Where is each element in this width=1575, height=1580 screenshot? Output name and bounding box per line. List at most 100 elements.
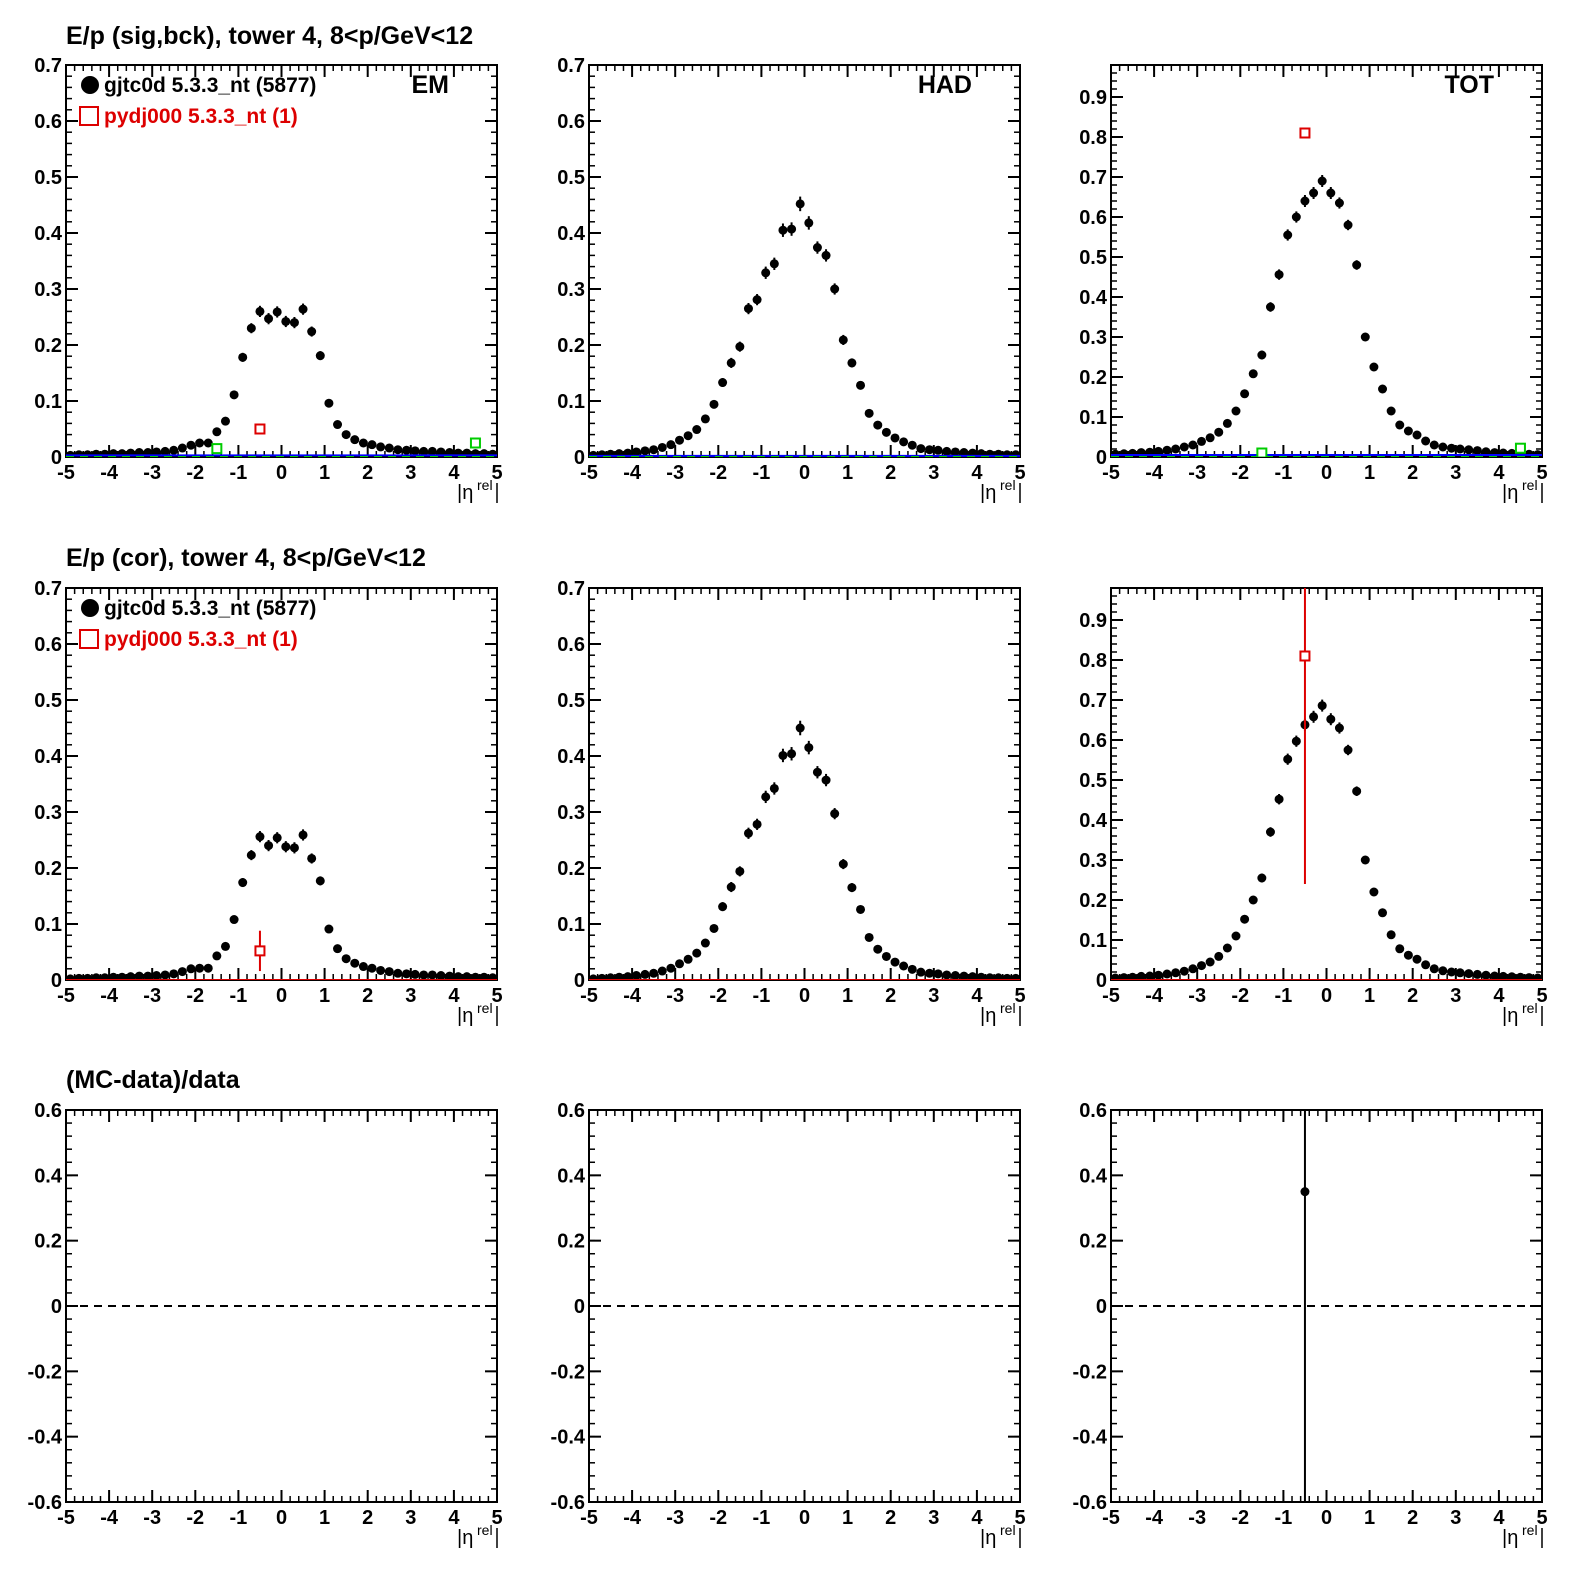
data-point <box>838 335 848 345</box>
data-point <box>341 954 351 964</box>
data-point <box>1524 973 1534 980</box>
x-tick-label: 3 <box>1450 462 1461 484</box>
data-point <box>1403 426 1413 436</box>
y-tick-label: 0.2 <box>1079 890 1107 912</box>
data-point <box>324 924 334 934</box>
data-point <box>778 225 788 235</box>
x-tick-label: -2 <box>709 462 727 484</box>
x-tick-label: -4 <box>100 462 119 484</box>
data-point <box>769 259 779 269</box>
x-tick-label: -1 <box>230 462 248 484</box>
data-point <box>1403 950 1413 960</box>
data-point <box>657 966 667 976</box>
data-point <box>229 390 239 400</box>
x-tick-label: -5 <box>580 1507 598 1529</box>
data-point <box>666 963 676 973</box>
data-point <box>614 972 624 980</box>
panel-cor-tot: -5 -4 -3 -2 -1 0 1 2 3 4 5 0 0.1 0.2 0.3 0.4 0.5 0.6 0.7 0.… <box>1079 587 1548 1027</box>
data-point <box>1429 964 1439 974</box>
data-point <box>1188 440 1198 450</box>
y-tick-label: 0.5 <box>1079 247 1107 269</box>
x-tick-label: 4 <box>448 462 460 484</box>
data-point <box>1248 369 1258 379</box>
data-point <box>1002 973 1012 980</box>
data-point <box>649 445 659 455</box>
y-tick-label: 0.4 <box>1079 1165 1108 1187</box>
y-tick-label: 0.4 <box>557 1165 586 1187</box>
data-point <box>743 304 753 314</box>
x-tick-label: -1 <box>230 1507 248 1529</box>
data-point <box>1205 433 1215 443</box>
data-point <box>899 961 909 971</box>
legend-label: gjtc0d 5.3.3_nt (5877) <box>104 74 316 97</box>
data-point <box>933 445 943 455</box>
data-point <box>445 971 455 980</box>
data-point <box>1326 714 1336 724</box>
x-tick-label: -3 <box>1188 1507 1206 1529</box>
y-tick-label: 0.7 <box>34 55 62 77</box>
plot-frame <box>588 64 1021 458</box>
mc-point <box>469 437 481 449</box>
data-point <box>1265 827 1275 837</box>
y-tick-label: 0.6 <box>557 1100 585 1122</box>
data-point <box>108 972 118 980</box>
data-point <box>376 442 386 452</box>
mc-point <box>1299 127 1311 139</box>
y-tick-label: 0.3 <box>34 802 62 824</box>
row-title-sigbck: E/p (sig,bck), tower 4, 8<p/GeV<12 <box>66 22 473 50</box>
y-tick-label: -0.4 <box>28 1427 63 1449</box>
data-point <box>1179 966 1189 976</box>
data-point <box>606 973 616 980</box>
x-axis-label: |η <box>1502 1005 1518 1027</box>
plot-frame <box>1110 587 1543 981</box>
data-point <box>186 964 196 974</box>
data-point <box>1412 430 1422 440</box>
y-tick-label: 0 <box>51 447 62 469</box>
data-point <box>152 447 162 457</box>
x-tick-label: 3 <box>405 462 416 484</box>
data-point <box>1386 930 1396 940</box>
plot-area <box>1111 588 1542 980</box>
x-tick-label: -3 <box>143 985 161 1007</box>
data-point <box>470 972 480 980</box>
x-tick-label: -3 <box>666 985 684 1007</box>
data-point <box>899 437 909 447</box>
legend-marker-square <box>79 629 99 649</box>
data-point <box>640 446 650 456</box>
x-tick-label: 1 <box>1364 1507 1375 1529</box>
y-tick-label: 0.6 <box>34 111 62 133</box>
data-point <box>186 440 196 450</box>
x-axis-label-superscript: rel <box>477 477 493 493</box>
data-point <box>1446 967 1456 977</box>
data-point <box>358 962 368 972</box>
x-tick-label: -1 <box>230 985 248 1007</box>
x-tick-label: -4 <box>623 985 642 1007</box>
x-tick-label: -5 <box>1102 985 1120 1007</box>
data-point <box>942 970 952 980</box>
y-tick-label: 0.2 <box>34 1231 62 1253</box>
data-point <box>1231 406 1241 416</box>
y-tick-label: 0 <box>1096 970 1107 992</box>
data-point <box>916 444 926 454</box>
x-tick-label: 5 <box>1014 985 1025 1007</box>
data-point <box>589 974 598 980</box>
y-tick-label: 0.6 <box>1079 730 1107 752</box>
data-point <box>950 971 960 980</box>
y-tick-label: -0.6 <box>28 1492 62 1514</box>
y-tick-label: 0.3 <box>34 279 62 301</box>
x-tick-label: -5 <box>1102 462 1120 484</box>
data-point <box>675 435 685 445</box>
data-point <box>1214 951 1224 961</box>
data-point <box>315 876 325 886</box>
y-tick-label: 0.9 <box>1079 87 1107 109</box>
x-tick-label: -1 <box>753 985 771 1007</box>
data-point <box>1231 931 1241 941</box>
x-axis-label-superscript: rel <box>1522 1000 1538 1016</box>
data-point <box>1171 968 1181 978</box>
data-point <box>350 435 360 445</box>
y-tick-label: 0.2 <box>557 1231 585 1253</box>
y-tick-label: 0.3 <box>1079 850 1107 872</box>
x-tick-label: -2 <box>186 1507 204 1529</box>
data-point <box>152 971 162 980</box>
x-tick-label: -4 <box>623 1507 642 1529</box>
